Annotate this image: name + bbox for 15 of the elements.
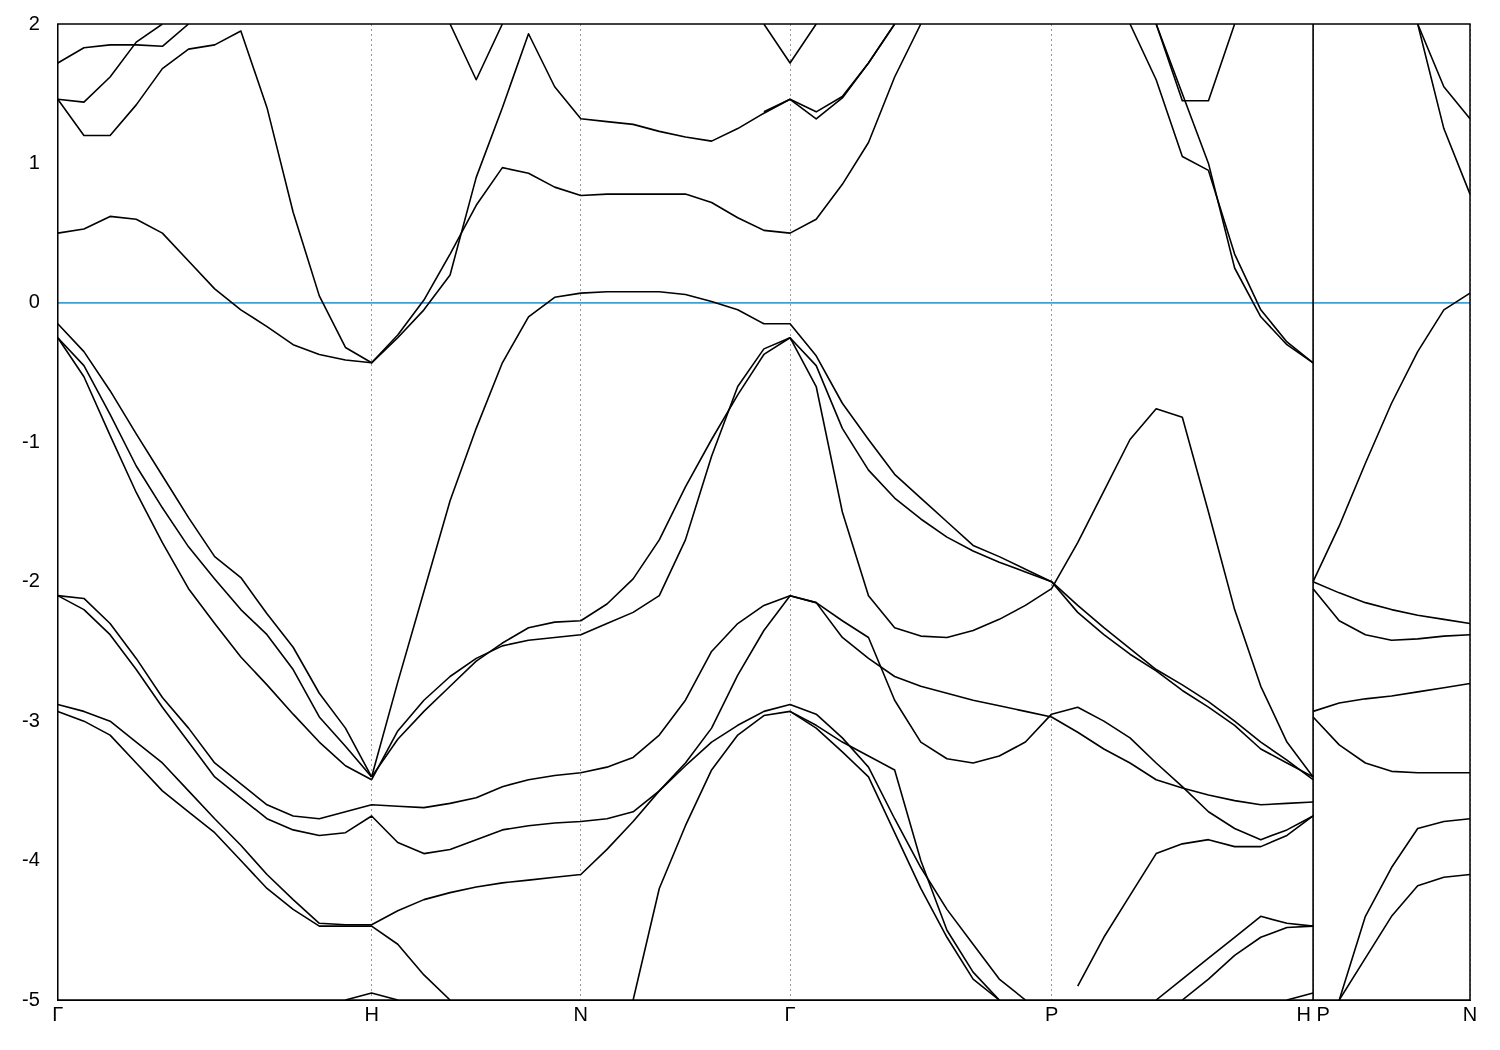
x-tick-label: H P: [1296, 1002, 1330, 1025]
y-tick-label: -5: [21, 987, 40, 1010]
x-tick-label: Γ: [52, 1002, 64, 1025]
y-tick-label: 2: [28, 11, 40, 34]
x-tick-label: P: [1044, 1002, 1059, 1025]
y-tick-label: -4: [21, 848, 40, 871]
x-tick-label: N: [573, 1002, 589, 1025]
y-tick-label: -2: [21, 569, 40, 592]
x-tick-label: H: [364, 1002, 379, 1025]
y-tick-label: 1: [28, 150, 40, 173]
y-tick-label: 0: [28, 290, 40, 313]
y-tick-label: -1: [21, 429, 40, 452]
x-tick-label: Γ: [784, 1002, 796, 1025]
y-tick-label: -3: [21, 708, 40, 731]
x-tick-label: N: [1462, 1002, 1478, 1025]
